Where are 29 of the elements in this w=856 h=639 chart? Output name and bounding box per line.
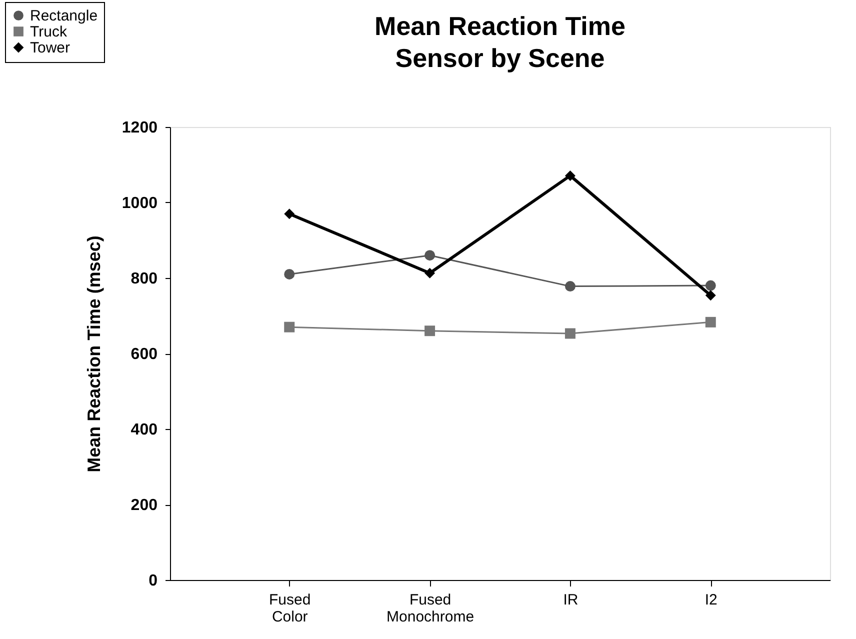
point (424, 326, 436, 336)
point (705, 280, 716, 291)
point (705, 290, 716, 301)
y-axis-title: Mean Reaction Time (msec) (84, 236, 104, 472)
chart-subtitle: Sensor by Scene (395, 43, 605, 73)
y-tick-label: 1200 (122, 120, 158, 136)
y-tick-label: 800 (130, 270, 158, 288)
x-tick-label: Fused Monochrome (386, 592, 474, 626)
y-tick-label: 400 (130, 422, 158, 438)
y-tick-label: 200 (130, 497, 158, 514)
y-tick-label: 600 (130, 346, 158, 363)
point (564, 170, 576, 181)
point (284, 268, 295, 280)
point (284, 208, 295, 220)
chart-title: Mean Reaction Time (374, 11, 626, 41)
legend-label: Rectangle (30, 8, 98, 24)
point (424, 268, 436, 278)
legend-label: Tower (30, 40, 70, 56)
y-tick-label: 1000 (122, 195, 158, 212)
point (705, 316, 716, 328)
x-tick-label: IR (563, 592, 578, 608)
point (284, 322, 295, 332)
legend-label: Truck (30, 24, 68, 40)
x-tick-label: I2 (704, 592, 718, 608)
y-tick-label: 0 (148, 572, 158, 590)
x-tick-label: Fused Color (269, 592, 311, 626)
point (564, 281, 576, 292)
point (424, 250, 436, 261)
point (564, 328, 576, 339)
